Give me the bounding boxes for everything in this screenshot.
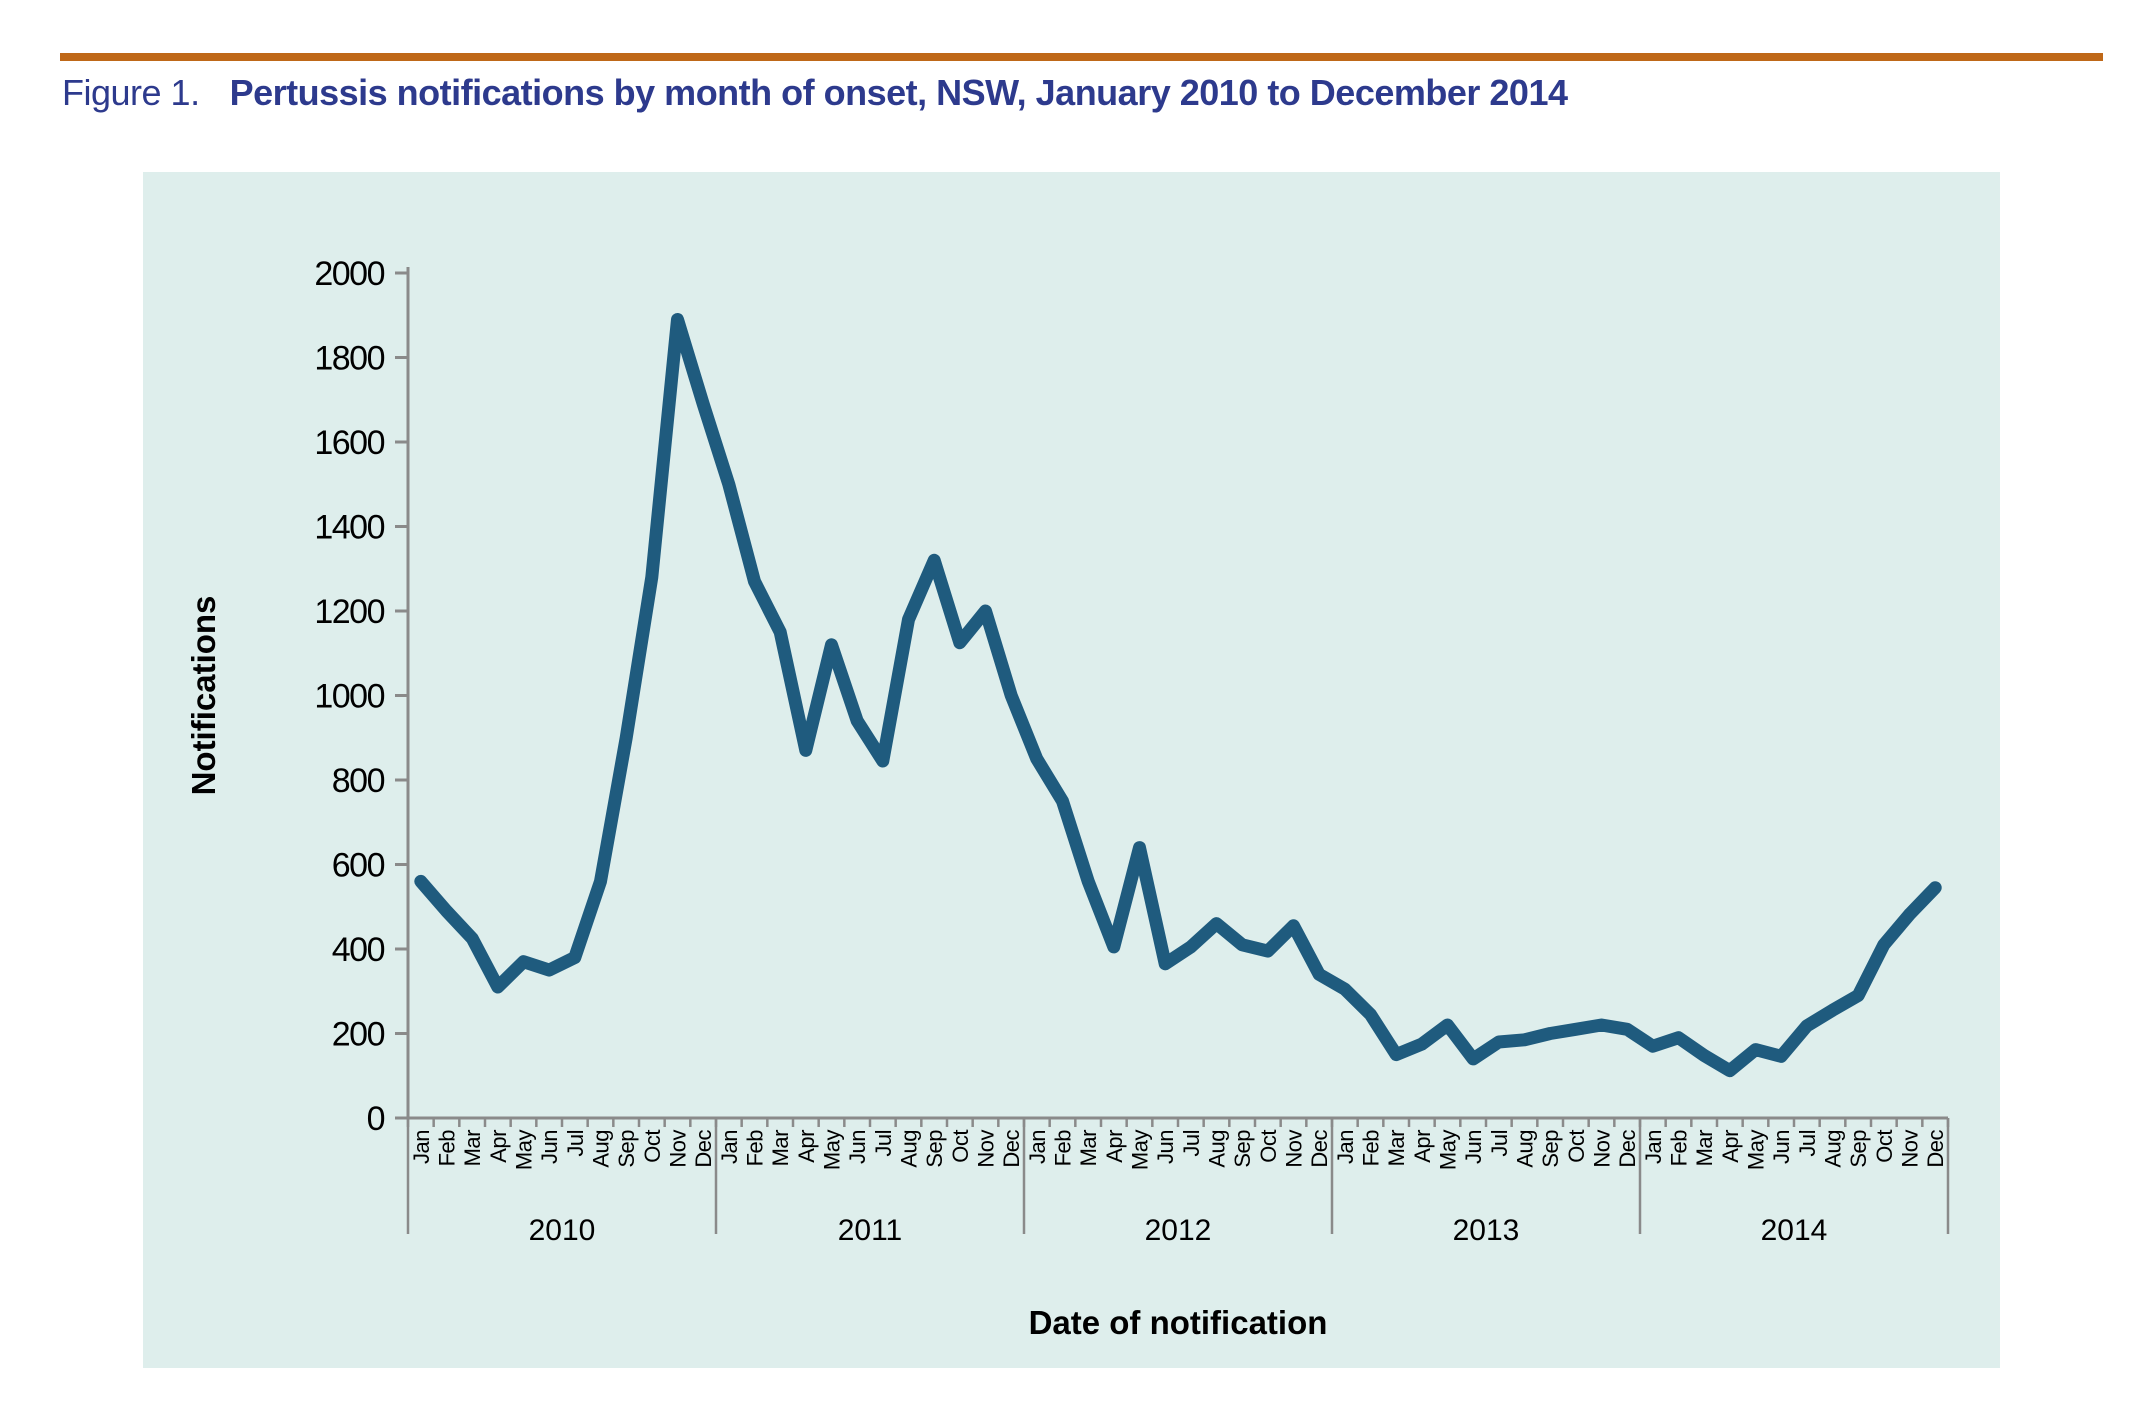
year-label: 2011 <box>838 1214 903 1247</box>
month-label: Jun <box>1461 1130 1486 1164</box>
figure-label: Figure 1. <box>62 72 200 113</box>
month-label: Apr <box>486 1130 511 1163</box>
month-label: Nov <box>1282 1130 1307 1168</box>
y-tick-label: 2000 <box>314 255 384 293</box>
month-label: Jan <box>1025 1130 1050 1164</box>
month-label: Sep <box>614 1130 639 1168</box>
month-label: Mar <box>1076 1130 1101 1167</box>
month-label: Dec <box>1307 1130 1332 1168</box>
month-label: Jun <box>1153 1130 1178 1164</box>
month-label: May <box>512 1130 537 1171</box>
month-label: Jul <box>1795 1130 1820 1157</box>
year-label: 2013 <box>1453 1214 1520 1247</box>
month-label: Sep <box>1538 1130 1563 1168</box>
year-label: 2010 <box>529 1214 596 1247</box>
month-label: Sep <box>1230 1130 1255 1168</box>
y-tick-label: 400 <box>332 931 385 969</box>
month-label: Jul <box>1487 1130 1512 1157</box>
month-label: Aug <box>1513 1130 1538 1168</box>
month-label: May <box>1128 1130 1153 1171</box>
month-label: May <box>820 1130 845 1171</box>
y-axis-title: Notifications <box>185 596 222 796</box>
month-label: Dec <box>1923 1130 1948 1168</box>
y-tick-label: 1600 <box>314 424 384 462</box>
line-chart: 0 200 400 600 800 1000 1200 1400 1600 1800 2000 Not… <box>185 255 1950 1341</box>
month-label: Apr <box>1102 1130 1127 1163</box>
title-rule <box>60 53 2103 61</box>
month-label: Apr <box>1718 1130 1743 1163</box>
month-label: Nov <box>974 1130 999 1168</box>
month-label: Dec <box>999 1130 1024 1168</box>
year-label: 2012 <box>1145 1214 1212 1247</box>
month-label: Aug <box>589 1130 614 1168</box>
y-tick-label: 0 <box>367 1100 385 1138</box>
month-label: Mar <box>1692 1130 1717 1167</box>
month-label: Feb <box>1051 1130 1076 1167</box>
month-label: Jun <box>1769 1130 1794 1164</box>
month-label: Jun <box>845 1130 870 1164</box>
y-tick-label: 600 <box>332 847 385 885</box>
month-label: Feb <box>1667 1130 1692 1167</box>
month-label: Nov <box>1898 1130 1923 1168</box>
y-tick-label: 1200 <box>314 593 384 631</box>
month-label: Mar <box>1384 1130 1409 1167</box>
month-label: Aug <box>1205 1130 1230 1168</box>
month-label: Jan <box>409 1130 434 1164</box>
month-label: May <box>1436 1130 1461 1171</box>
month-label: Feb <box>435 1130 460 1167</box>
month-label: Dec <box>1615 1130 1640 1168</box>
month-label: Jan <box>717 1130 742 1164</box>
month-label: Sep <box>1846 1130 1871 1168</box>
month-label: Aug <box>1821 1130 1846 1168</box>
month-label: Sep <box>922 1130 947 1168</box>
month-label: Jul <box>1179 1130 1204 1157</box>
x-axis-title: Date of notification <box>1029 1304 1328 1341</box>
chart-panel: 0 200 400 600 800 1000 1200 1400 1600 1800 2000 Not… <box>143 172 2000 1368</box>
month-label: Feb <box>1359 1130 1384 1167</box>
month-label: Feb <box>743 1130 768 1167</box>
month-label: Apr <box>794 1130 819 1163</box>
month-label: Mar <box>768 1130 793 1167</box>
month-label: Jul <box>563 1130 588 1157</box>
y-tick-label: 1000 <box>314 678 384 716</box>
figure-title-text: Pertussis notifications by month of onse… <box>229 72 1568 113</box>
y-tick-label: 1400 <box>314 509 384 547</box>
month-label: Apr <box>1410 1130 1435 1163</box>
month-label: Nov <box>666 1130 691 1168</box>
y-tick-label: 200 <box>332 1016 385 1054</box>
month-label: Aug <box>897 1130 922 1168</box>
month-label: May <box>1744 1130 1769 1171</box>
month-label: Dec <box>691 1130 716 1168</box>
month-label: Oct <box>640 1130 665 1163</box>
figure-title: Figure 1. Pertussis notifications by mont… <box>62 72 2102 114</box>
month-label: Mar <box>460 1130 485 1167</box>
y-tick-label: 800 <box>332 762 385 800</box>
month-label: Jan <box>1333 1130 1358 1164</box>
month-label: Oct <box>1872 1130 1897 1163</box>
month-label: Jan <box>1641 1130 1666 1164</box>
month-label: Jul <box>871 1130 896 1157</box>
month-label: Oct <box>1564 1130 1589 1163</box>
month-label: Oct <box>1256 1130 1281 1163</box>
month-label: Oct <box>948 1130 973 1163</box>
month-label: Nov <box>1590 1130 1615 1168</box>
y-tick-label: 1800 <box>314 340 384 378</box>
month-label: Jun <box>537 1130 562 1164</box>
year-label: 2014 <box>1761 1214 1828 1247</box>
data-line <box>414 313 1942 1078</box>
